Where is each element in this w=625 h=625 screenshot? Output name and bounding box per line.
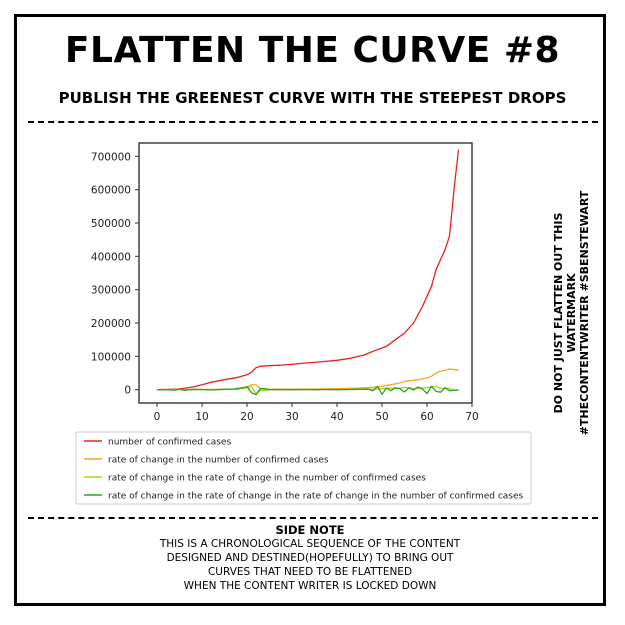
side-note-line: DESIGNED AND DESTINED(HOPEFULLY) TO BRIN…: [166, 552, 454, 564]
bottom-divider: [28, 517, 598, 519]
x-tick-label: 20: [240, 411, 253, 423]
legend-label: rate of change in the rate of change in …: [108, 492, 524, 502]
page-subtitle: PUBLISH THE GREENEST CURVE WITH THE STEE…: [58, 89, 567, 107]
x-tick-label: 40: [330, 411, 343, 423]
legend-label: number of confirmed cases: [108, 438, 231, 448]
top-divider: [28, 121, 598, 123]
x-tick-label: 10: [195, 411, 208, 423]
series-line-2: [157, 368, 459, 391]
y-tick-label: 0: [124, 385, 131, 397]
x-tick-label: 70: [465, 411, 478, 423]
x-tick-label: 50: [375, 411, 388, 423]
series-line-1: [156, 149, 460, 391]
watermark: DO NOT JUST FLATTEN OUT THIS WATERMARK #…: [552, 178, 591, 448]
side-note-line: CURVES THAT NEED TO BE FLATTENED: [207, 566, 413, 578]
legend: number of confirmed cases rate of change …: [84, 438, 524, 502]
plot-area-frame: [138, 142, 473, 404]
poster-frame: [14, 14, 606, 606]
x-tick-label: 30: [285, 411, 298, 423]
side-note-line: THIS IS A CHRONOLOGICAL SEQUENCE OF THE …: [159, 538, 461, 550]
watermark-line-2: #THECONTENTWRITER #SBENSTEWART: [578, 190, 591, 436]
x-axis: 0 10 20 30 40 50 60 70: [154, 403, 479, 423]
y-tick-label: 500000: [91, 218, 131, 230]
y-tick-label: 700000: [91, 151, 131, 163]
y-tick-label: 300000: [91, 285, 131, 297]
legend-box: [75, 431, 532, 505]
legend-label: rate of change in the number of confirme…: [108, 456, 329, 466]
y-tick-label: 200000: [91, 318, 131, 330]
page-title: FLATTEN THE CURVE #8: [64, 30, 561, 71]
side-note: SIDE NOTE THIS IS A CHRONOLOGICAL SEQUEN…: [100, 523, 520, 593]
y-tick-label: 400000: [91, 251, 131, 263]
x-tick-label: 60: [420, 411, 433, 423]
series-line-3: [157, 385, 459, 395]
series-lines: [156, 149, 460, 396]
y-tick-label: 600000: [91, 185, 131, 197]
y-axis: 0 100000 200000 300000 400000 500000 600000 700…: [91, 151, 139, 397]
legend-label: rate of change in the rate of change in …: [108, 474, 426, 484]
y-tick-label: 100000: [91, 351, 131, 363]
side-note-heading: SIDE NOTE: [275, 523, 345, 537]
series-line-4: [157, 385, 459, 396]
x-tick-label: 0: [154, 411, 161, 423]
watermark-line-1: DO NOT JUST FLATTEN OUT THIS WATERMARK: [552, 212, 578, 414]
side-note-line: WHEN THE CONTENT WRITER IS LOCKED DOWN: [183, 580, 437, 592]
